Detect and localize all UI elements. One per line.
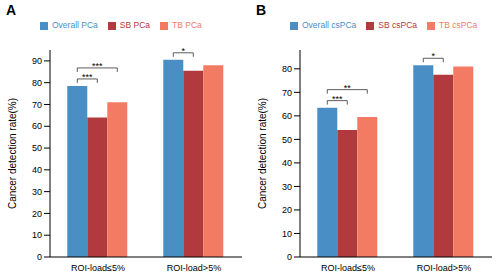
svg-text:10: 10 (32, 230, 42, 240)
svg-text:60: 60 (282, 111, 292, 121)
svg-text:40: 40 (282, 158, 292, 168)
svg-text:80: 80 (32, 78, 42, 88)
svg-text:10: 10 (282, 229, 292, 239)
svg-text:Cancer detection rate(%): Cancer detection rate(%) (8, 98, 18, 209)
svg-text:30: 30 (282, 182, 292, 192)
svg-text:30: 30 (32, 187, 42, 197)
svg-text:20: 20 (32, 209, 42, 219)
svg-text:70: 70 (282, 88, 292, 98)
html-text:SB PCa: SB PCa (119, 20, 151, 30)
svg-text:80: 80 (282, 64, 292, 74)
svg-text:40: 40 (32, 165, 42, 175)
html-text:A: A (6, 2, 17, 18)
html-text:Overall PCa: Overall PCa (52, 20, 98, 30)
svg-text:ROI-load>5%: ROI-load>5% (167, 263, 221, 273)
svg-text:*: * (432, 51, 436, 61)
svg-text:70: 70 (32, 100, 42, 110)
html-text:B: B (256, 2, 267, 18)
svg-text:90: 90 (32, 56, 42, 66)
svg-text:*: * (182, 46, 186, 56)
html-text:TB PCa: TB PCa (172, 20, 202, 30)
svg-text:0: 0 (287, 252, 292, 262)
svg-text:Cancer detection rate(%): Cancer detection rate(%) (257, 98, 268, 209)
html-text:TB csPCa: TB csPCa (439, 20, 478, 30)
html-text:SB csPCa: SB csPCa (378, 20, 418, 30)
svg-text:50: 50 (282, 135, 292, 145)
svg-text:***: *** (82, 72, 93, 82)
svg-text:0: 0 (37, 252, 42, 262)
svg-text:ROI-load≤5%: ROI-load≤5% (321, 263, 375, 273)
svg-text:60: 60 (32, 121, 42, 131)
svg-text:***: *** (332, 94, 343, 104)
svg-text:***: *** (92, 61, 103, 71)
svg-text:ROI-load>5%: ROI-load>5% (417, 263, 471, 273)
html-text:Overall csPCa: Overall csPCa (302, 20, 357, 30)
svg-text:ROI-load≤5%: ROI-load≤5% (71, 263, 125, 273)
svg-text:50: 50 (32, 143, 42, 153)
svg-text:**: ** (344, 83, 352, 93)
svg-text:20: 20 (282, 205, 292, 215)
